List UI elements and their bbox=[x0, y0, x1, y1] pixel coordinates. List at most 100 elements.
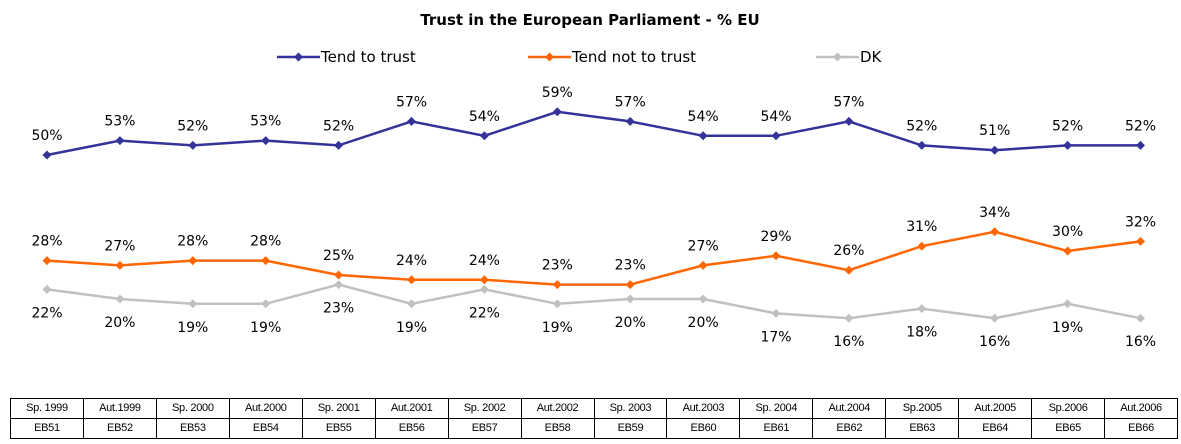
chart-title: Trust in the European Parliament - % EU bbox=[420, 11, 759, 29]
data-label-trust: 54% bbox=[469, 109, 500, 125]
category-code: EB54 bbox=[228, 418, 303, 439]
data-label-not-trust: 24% bbox=[396, 253, 427, 269]
data-point-not-trust bbox=[771, 251, 781, 261]
category-label: Sp. 2003 bbox=[593, 398, 668, 419]
category-label: Sp. 1999 bbox=[10, 398, 84, 419]
data-point-not-trust bbox=[334, 270, 344, 280]
data-point-trust bbox=[698, 131, 708, 141]
category-code: EB58 bbox=[520, 418, 595, 439]
series-not-trust: 28% 27% 28% 28% 25% 24% 24% 23% 23% 27% 29% 26% 31% 3… bbox=[31, 205, 1156, 290]
data-label-dk: 18% bbox=[906, 325, 937, 341]
data-point-dk bbox=[1063, 299, 1073, 309]
category-label: Aut.2005 bbox=[958, 398, 1033, 419]
category-code: EB61 bbox=[739, 418, 814, 439]
category-label: Sp. 2004 bbox=[739, 398, 814, 419]
data-point-not-trust bbox=[1136, 236, 1145, 246]
data-point-trust bbox=[479, 131, 489, 141]
data-point-not-trust bbox=[115, 260, 125, 270]
category-label: Aut.2003 bbox=[666, 398, 741, 419]
data-label-dk: 23% bbox=[323, 301, 354, 317]
category-row: Sp. 1999 Aut.1999 Sp. 2000 Aut.2000 Sp. 2001… bbox=[10, 398, 1178, 419]
data-point-not-trust bbox=[698, 260, 708, 270]
category-label: Aut.2004 bbox=[812, 398, 887, 419]
data-label-not-trust: 28% bbox=[250, 234, 281, 250]
data-label-not-trust: 28% bbox=[177, 234, 208, 250]
data-point-dk bbox=[552, 299, 562, 309]
legend-label-trust: Tend to trust bbox=[320, 48, 416, 66]
legend-marker-not-trust bbox=[545, 52, 554, 62]
data-label-not-trust: 28% bbox=[31, 234, 62, 250]
data-label-trust: 52% bbox=[177, 118, 208, 134]
data-label-not-trust: 23% bbox=[542, 258, 573, 274]
legend-item-not-trust: Tend not to trust bbox=[528, 48, 696, 66]
data-label-dk: 20% bbox=[615, 315, 646, 331]
data-label-not-trust: 31% bbox=[906, 219, 937, 235]
data-label-trust: 53% bbox=[250, 114, 281, 130]
data-point-dk bbox=[1136, 313, 1145, 323]
data-label-not-trust: 32% bbox=[1125, 214, 1156, 230]
data-point-trust bbox=[1063, 140, 1073, 150]
data-point-dk bbox=[698, 294, 708, 304]
category-label: Sp.2005 bbox=[885, 398, 960, 419]
data-label-trust: 52% bbox=[1125, 118, 1156, 134]
data-point-dk bbox=[625, 294, 635, 304]
data-label-trust: 57% bbox=[615, 94, 646, 110]
data-label-dk: 17% bbox=[760, 329, 791, 345]
category-code: EB55 bbox=[301, 418, 376, 439]
category-label: Sp. 2000 bbox=[155, 398, 230, 419]
category-code: EB57 bbox=[447, 418, 522, 439]
data-point-dk bbox=[42, 284, 52, 294]
category-code: EB51 bbox=[10, 418, 84, 439]
category-label: Aut.2001 bbox=[374, 398, 449, 419]
data-point-not-trust bbox=[990, 227, 1000, 237]
data-label-trust: 57% bbox=[396, 94, 427, 110]
data-label-trust: 52% bbox=[1052, 118, 1083, 134]
data-label-not-trust: 29% bbox=[760, 229, 791, 245]
data-point-dk bbox=[990, 313, 1000, 323]
category-label: Aut.1999 bbox=[82, 398, 157, 419]
data-label-not-trust: 30% bbox=[1052, 224, 1083, 240]
data-label-dk: 22% bbox=[31, 305, 62, 321]
data-label-not-trust: 24% bbox=[469, 253, 500, 269]
data-label-dk: 19% bbox=[542, 320, 573, 336]
category-code: EB62 bbox=[812, 418, 887, 439]
data-label-dk: 20% bbox=[688, 315, 719, 331]
data-label-dk: 19% bbox=[1052, 320, 1083, 336]
data-label-trust: 52% bbox=[906, 118, 937, 134]
data-label-dk: 19% bbox=[250, 320, 281, 336]
data-point-trust bbox=[552, 107, 562, 117]
category-code: EB56 bbox=[374, 418, 449, 439]
category-label: Aut.2000 bbox=[228, 398, 303, 419]
category-code: EB52 bbox=[82, 418, 157, 439]
data-label-trust: 53% bbox=[104, 114, 135, 130]
data-point-trust bbox=[771, 131, 781, 141]
data-label-trust: 59% bbox=[542, 85, 573, 101]
category-label: Sp. 2002 bbox=[447, 398, 522, 419]
category-code: EB63 bbox=[885, 418, 960, 439]
chart-svg: Trust in the European Parliament - % EU … bbox=[31, 11, 1156, 350]
data-point-dk bbox=[771, 308, 781, 318]
category-code: EB66 bbox=[1104, 418, 1178, 439]
series-line-not-trust bbox=[46, 230, 1141, 286]
data-point-dk bbox=[844, 313, 854, 323]
category-label: Sp.2006 bbox=[1031, 398, 1106, 419]
category-label: Sp. 2001 bbox=[301, 398, 376, 419]
data-label-dk: 16% bbox=[1125, 334, 1156, 350]
data-label-not-trust: 34% bbox=[979, 205, 1010, 221]
data-point-dk bbox=[334, 280, 344, 290]
data-point-trust bbox=[261, 136, 271, 146]
legend-label-not-trust: Tend not to trust bbox=[571, 48, 696, 66]
legend-item-dk: DK bbox=[816, 48, 883, 66]
legend-label-dk: DK bbox=[860, 48, 883, 66]
data-point-not-trust bbox=[407, 275, 416, 285]
data-point-dk bbox=[917, 304, 927, 314]
data-label-not-trust: 26% bbox=[833, 243, 864, 259]
data-point-not-trust bbox=[1063, 246, 1073, 256]
category-code: EB60 bbox=[666, 418, 741, 439]
data-point-dk bbox=[188, 299, 198, 309]
data-point-not-trust bbox=[625, 280, 635, 290]
data-point-trust bbox=[115, 136, 125, 146]
data-point-trust bbox=[188, 140, 198, 150]
category-label: Aut.2006 bbox=[1104, 398, 1178, 419]
data-label-trust: 57% bbox=[833, 94, 864, 110]
